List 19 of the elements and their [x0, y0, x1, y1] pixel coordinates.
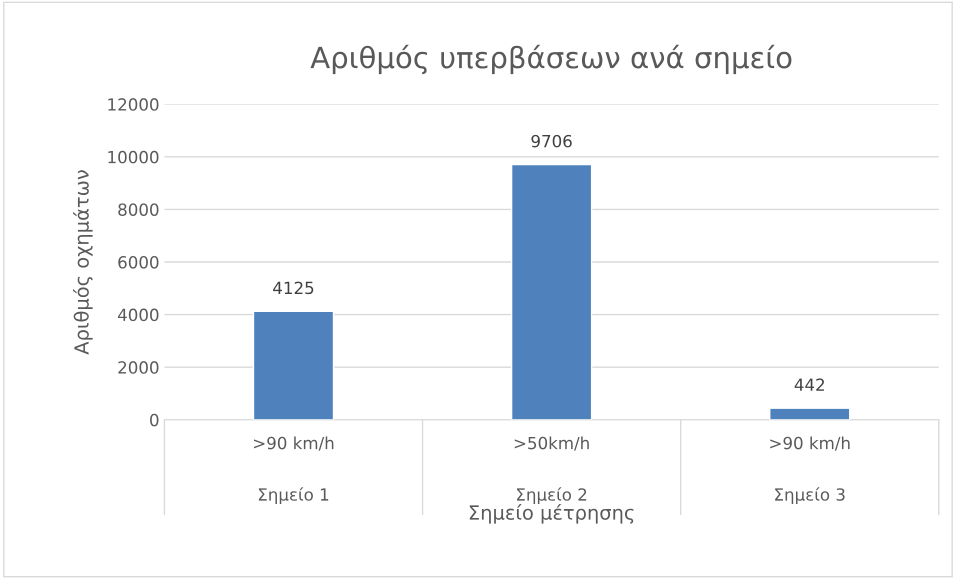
y-tick-label: 6000	[118, 256, 158, 269]
y-tick-label: 12000	[108, 98, 158, 111]
bar	[510, 164, 592, 420]
chart-title: Αριθμός υπερβάσεων ανά σημείο	[310, 44, 792, 74]
y-tick-label: 4000	[118, 308, 158, 322]
data-label: 4125	[273, 282, 314, 294]
category-label: >90 km/h Σημείο 1	[254, 436, 334, 504]
y-axis-title: Αριθμός οχημάτων	[73, 170, 93, 355]
y-tick-label: 2000	[118, 361, 158, 374]
y-tick-label: 10000	[108, 150, 158, 164]
category-label: >50km/h Σημείο 2	[514, 436, 589, 504]
x-axis-title: Σημείο μέτρησης	[470, 504, 634, 524]
y-tick-label: 8000	[118, 203, 158, 216]
category-label: >90 km/h Σημείο 3	[770, 436, 850, 504]
data-label: 9706	[531, 134, 572, 148]
y-tick-label: 0	[150, 414, 158, 426]
bar	[252, 310, 334, 420]
data-label: 442	[794, 378, 824, 391]
bar	[769, 407, 850, 420]
